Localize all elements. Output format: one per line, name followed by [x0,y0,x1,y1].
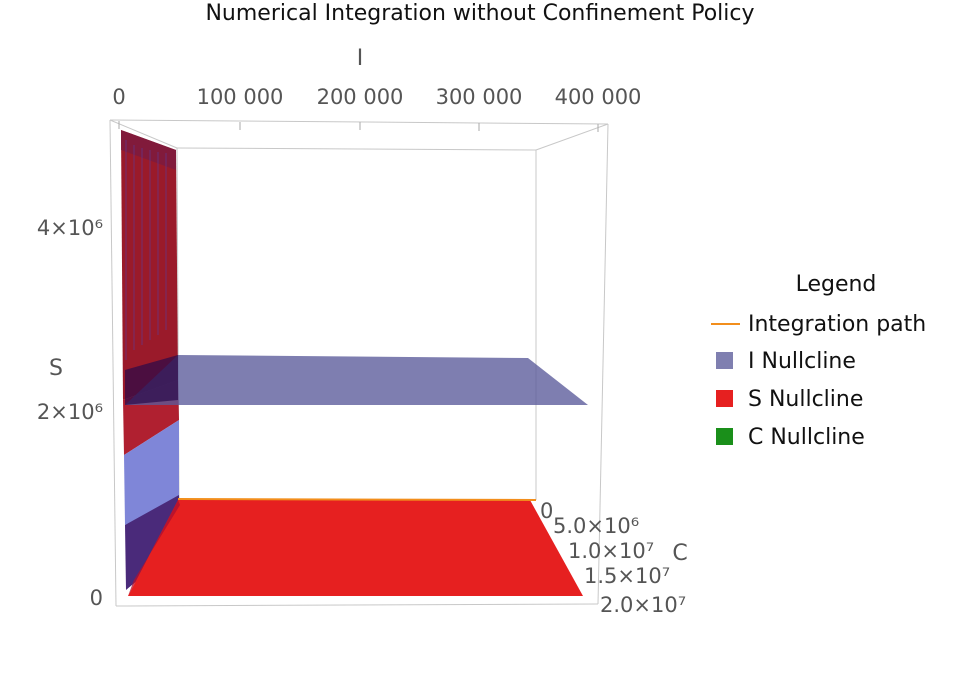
s-axis-label: S [49,356,63,381]
plot-box [109,119,609,607]
i-tick-label: 400 000 [555,85,642,109]
i-nullcline-plane [125,355,588,405]
chart-title: Numerical Integration without Confinemen… [205,1,754,26]
c-tick-label: 5.0×10⁶ [553,514,639,538]
legend-swatch-c-nullcline [716,428,733,445]
legend-swatch-s-nullcline [716,390,733,407]
legend-swatch-i-nullcline [716,352,733,369]
s-nullcline-wall [121,130,179,455]
legend-entry-s-nullcline: S Nullcline [748,387,863,412]
s-tick-label: 4×10⁶ [37,216,103,240]
c-axis-label: C [672,541,687,566]
legend-entry-c-nullcline: C Nullcline [748,425,865,450]
legend-entry-integration-path: Integration path [748,312,926,337]
i-axis-label: I [357,46,364,71]
i-tick-label: 300 000 [436,85,523,109]
s-nullcline-floor [128,500,583,596]
i-axis-ticks: 0 100 000 200 000 300 000 400 000 [112,85,641,109]
s-tick-label: 0 [90,586,103,610]
i-tick-label: 0 [112,85,125,109]
i-nullcline-plane-edge [125,355,178,405]
integration-path [177,498,537,501]
i-tick-label: 200 000 [317,85,404,109]
i-tick-label: 100 000 [197,85,284,109]
i-tick-marks [118,121,599,132]
i-nullcline-wall [124,420,180,590]
c-tick-label: 1.5×10⁷ [584,564,670,588]
legend-entry-i-nullcline: I Nullcline [748,349,856,374]
c-tick-label: 2.0×10⁷ [600,593,686,617]
c-tick-label: 1.0×10⁷ [568,539,654,563]
legend-title: Legend [796,272,877,297]
c-tick-label: 0 [540,499,553,523]
s-axis-ticks: 0 2×10⁶ 4×10⁶ [37,216,103,610]
s-nullcline-floor-dark [128,500,180,596]
legend: Legend Integration path I Nullcline S Nu… [711,272,926,450]
c-axis-ticks: 0 5.0×10⁶ 1.0×10⁷ 1.5×10⁷ 2.0×10⁷ [540,499,686,617]
s-tick-label: 2×10⁶ [37,400,103,424]
